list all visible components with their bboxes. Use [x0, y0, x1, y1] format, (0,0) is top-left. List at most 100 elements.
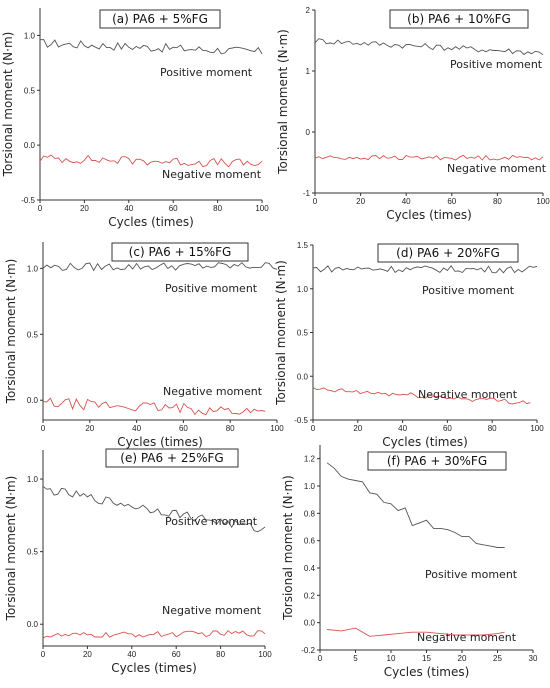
- x-tick-label: 0: [318, 654, 323, 663]
- chart-panel-5: 0 20 40 60 80 100 0.0 0.5 1.0 Cycles (times) Torsi…: [4, 448, 272, 675]
- y-tick-label: 0.8: [304, 509, 316, 518]
- series-line-negative: [314, 154, 544, 161]
- y-axis-label: Torsional moment (N·m): [1, 32, 15, 178]
- series-line-negative: [39, 154, 263, 168]
- series-line-positive: [42, 262, 278, 272]
- chart-panel-3: 0 20 40 60 80 100 0.0 0.5 1.0 Cycles (times) Torsi…: [4, 242, 284, 449]
- panel-title-box: [377, 243, 519, 263]
- y-tick-label: 0.5: [27, 330, 39, 339]
- positive-moment-annotation: Positive moment: [425, 568, 518, 581]
- panel-title-box: [389, 9, 529, 29]
- x-tick-label: 60: [172, 650, 181, 659]
- x-tick-label: 0: [311, 424, 316, 433]
- negative-moment-annotation: Negative moment: [447, 162, 547, 175]
- y-tick-label: 1.0: [24, 31, 36, 40]
- x-axis-label: Cycles (times): [108, 215, 194, 229]
- x-tick-label: 80: [213, 204, 222, 213]
- panel-title: (e) PA6 + 25%FG: [120, 451, 223, 465]
- y-tick-label: 0.4: [304, 564, 316, 573]
- positive-moment-annotation: Positive moment: [422, 284, 515, 297]
- y-tick-label: 1.5: [297, 241, 309, 250]
- series-line-positive: [312, 265, 538, 274]
- y-tick-label: 1: [306, 67, 311, 76]
- negative-moment-annotation: Negative moment: [162, 168, 262, 181]
- y-tick-label: 0.0: [27, 396, 39, 405]
- x-axis-label: Cycles (times): [384, 665, 470, 679]
- y-tick-label: 0.5: [27, 548, 39, 557]
- x-axis-label: Cycles (times): [386, 208, 472, 222]
- y-axis-label: Torsional moment (N·m): [281, 475, 295, 621]
- x-tick-label: 0: [313, 197, 318, 206]
- x-tick-label: 25: [493, 654, 502, 663]
- positive-moment-annotation: Positive moment: [165, 515, 258, 528]
- series-line-negative: [42, 630, 266, 639]
- y-tick-label: 1.0: [304, 482, 316, 491]
- x-tick-label: 60: [169, 204, 178, 213]
- y-tick-label: 0.0: [304, 619, 316, 628]
- y-tick-label: 0.5: [297, 329, 309, 338]
- y-axis-label: Torsional moment (N·m): [276, 29, 290, 175]
- x-tick-label: 0: [41, 650, 46, 659]
- y-axis-label: Torsional moment (N·m): [274, 260, 288, 406]
- y-axis-label: Torsional moment (N·m): [4, 476, 18, 622]
- series-line-negative: [312, 387, 531, 405]
- series-line-positive: [326, 462, 505, 548]
- x-tick-label: 10: [387, 654, 396, 663]
- positive-moment-annotation: Positive moment: [165, 282, 258, 295]
- x-tick-label: 20: [458, 654, 467, 663]
- y-tick-label: 1.0: [27, 475, 39, 484]
- x-tick-label: 60: [447, 197, 456, 206]
- negative-moment-annotation: Negative moment: [417, 631, 517, 644]
- x-tick-label: 0: [41, 424, 46, 433]
- panel-title-box: [99, 9, 221, 29]
- y-tick-label: 0.6: [304, 537, 316, 546]
- positive-moment-annotation: Positive moment: [450, 58, 543, 71]
- x-tick-label: 15: [422, 654, 431, 663]
- x-axis-label: Cycles (times): [111, 661, 197, 675]
- positive-moment-annotation: Positive moment: [160, 66, 253, 79]
- y-tick-label: 0: [306, 128, 311, 137]
- x-tick-label: 80: [488, 424, 497, 433]
- y-axis-label: Torsional moment (N·m): [4, 259, 18, 405]
- y-tick-label: 1.0: [297, 285, 309, 294]
- x-tick-label: 20: [83, 650, 92, 659]
- series-line-negative: [327, 627, 505, 637]
- negative-moment-annotation: Negative moment: [163, 385, 263, 398]
- panel-title-box: [111, 242, 249, 262]
- y-tick-label: 0.2: [304, 591, 316, 600]
- x-tick-label: 20: [85, 424, 94, 433]
- y-tick-label: 1.0: [27, 264, 39, 273]
- series-line-positive: [42, 485, 266, 533]
- x-tick-label: 20: [356, 197, 365, 206]
- x-axis-label: Cycles (times): [382, 435, 468, 449]
- y-tick-label: 0.0: [297, 372, 309, 381]
- x-tick-label: 100: [258, 650, 272, 659]
- x-tick-label: 40: [398, 424, 407, 433]
- panel-title: (a) PA6 + 5%FG: [112, 12, 208, 26]
- x-tick-label: 30: [529, 654, 538, 663]
- chart-panel-4: 0 20 40 60 80 100 -0.5 0.0 0.5 1.0 1.5 Cycles (time…: [274, 241, 544, 449]
- y-tick-label: -0.5: [294, 416, 308, 425]
- chart-panel-1: 0 20 40 60 80 100 -0.5 0.0 0.5 1.0 Cycles (times) T…: [1, 8, 269, 229]
- x-tick-label: 20: [353, 424, 362, 433]
- panel-title: (f) PA6 + 30%FG: [387, 454, 487, 468]
- negative-moment-annotation: Negative moment: [418, 388, 518, 401]
- y-tick-label: 2: [306, 6, 311, 15]
- x-tick-label: 100: [530, 424, 544, 433]
- y-tick-label: 1.2: [304, 455, 316, 464]
- x-tick-label: 60: [443, 424, 452, 433]
- x-tick-label: 100: [255, 204, 269, 213]
- y-tick-label: -0.2: [301, 646, 315, 655]
- panel-title: (b) PA6 + 10%FG: [407, 12, 511, 26]
- panel-title: (d) PA6 + 20%FG: [396, 246, 500, 260]
- x-tick-label: 40: [124, 204, 133, 213]
- x-tick-label: 100: [270, 424, 284, 433]
- x-axis-label: Cycles (times): [117, 435, 203, 449]
- x-tick-label: 80: [216, 650, 225, 659]
- y-tick-label: -1: [303, 189, 311, 198]
- panel-title: (c) PA6 + 15%FG: [129, 245, 232, 259]
- x-tick-label: 40: [402, 197, 411, 206]
